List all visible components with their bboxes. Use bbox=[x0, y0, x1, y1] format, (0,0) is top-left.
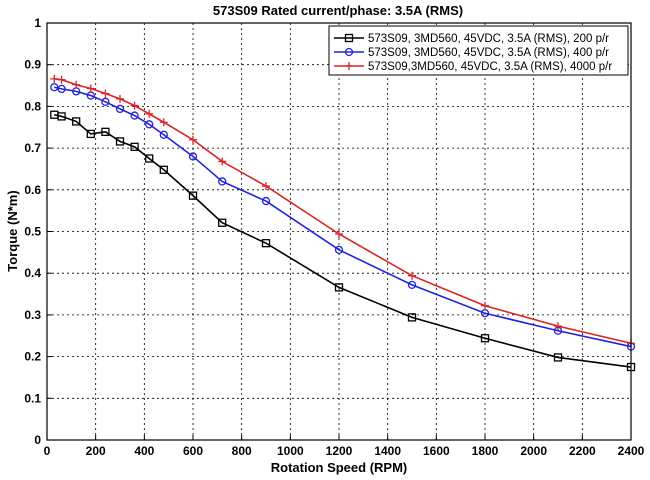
chart-title: 573S09 Rated current/phase: 3.5A (RMS) bbox=[213, 3, 463, 18]
legend-swatch-marker bbox=[344, 47, 354, 57]
series-1-point bbox=[57, 112, 66, 121]
series-1-point bbox=[480, 334, 490, 343]
series-3-point bbox=[335, 230, 343, 239]
x-tick-label: 2200 bbox=[569, 444, 596, 458]
x-tick-label: 1600 bbox=[423, 444, 450, 458]
series-1-point bbox=[115, 137, 125, 146]
series-3-point bbox=[189, 135, 197, 144]
series-1-point bbox=[86, 129, 95, 139]
legend: 573S09, 3MD560, 45VDC, 3.5A (RMS), 200 p… bbox=[328, 25, 629, 76]
series-1-point bbox=[261, 239, 271, 248]
x-tick-label: 0 bbox=[44, 444, 51, 458]
series-1-point bbox=[188, 191, 198, 200]
y-axis-label: Torque (N*m) bbox=[5, 190, 20, 271]
series-1-point bbox=[145, 154, 154, 163]
x-tick-label: 2000 bbox=[520, 444, 547, 458]
series-2-point bbox=[407, 280, 417, 290]
series-2-point bbox=[334, 245, 344, 254]
series-2-point bbox=[57, 84, 66, 94]
y-tick-label: 0.8 bbox=[24, 99, 41, 113]
x-tick-label: 2400 bbox=[618, 444, 645, 458]
y-tick-label: 0.1 bbox=[24, 391, 41, 405]
series-3-point bbox=[262, 182, 270, 191]
y-tick-label: 0 bbox=[34, 433, 41, 447]
series-1-point bbox=[72, 117, 81, 126]
series-2-point bbox=[261, 196, 271, 206]
series-3-point bbox=[159, 118, 168, 127]
series-2-point bbox=[145, 120, 154, 129]
legend-entry-1: 573S09, 3MD560, 45VDC, 3.5A (RMS), 200 p… bbox=[334, 33, 609, 45]
series-layer bbox=[50, 74, 636, 372]
x-tick-label: 1800 bbox=[472, 444, 499, 458]
legend-box bbox=[328, 25, 629, 76]
series-3-point bbox=[57, 75, 66, 84]
series-2-point bbox=[159, 130, 168, 139]
series-2-line bbox=[54, 86, 632, 348]
x-tick-label: 1400 bbox=[374, 444, 401, 458]
series-2-point bbox=[218, 177, 227, 186]
x-tick-label: 400 bbox=[134, 444, 154, 458]
x-tick-label: 1000 bbox=[277, 444, 304, 458]
series-3-point bbox=[101, 89, 110, 98]
series-1-point bbox=[159, 165, 168, 174]
series-2-point bbox=[115, 104, 125, 114]
y-tick-label: 0.5 bbox=[24, 225, 41, 239]
series-1-point bbox=[407, 313, 417, 322]
x-tick-label: 200 bbox=[86, 444, 106, 458]
series-1-point bbox=[553, 353, 563, 362]
series-2 bbox=[50, 83, 636, 351]
legend-swatch-marker bbox=[345, 62, 353, 70]
x-tick-label: 600 bbox=[183, 444, 203, 458]
legend-entry-3: 573S09,3MD560, 45VDC, 3.5A (RMS), 4000 p… bbox=[334, 61, 612, 73]
series-3-point bbox=[72, 80, 81, 89]
y-tick-label: 0.4 bbox=[24, 266, 41, 280]
series-3-point bbox=[86, 84, 95, 93]
x-axis-label: Rotation Speed (RPM) bbox=[271, 460, 408, 475]
series-2-point bbox=[188, 152, 198, 161]
series-3-point bbox=[145, 109, 154, 118]
y-tick-label: 0.7 bbox=[24, 141, 41, 155]
series-3-point bbox=[408, 271, 416, 280]
series-1 bbox=[50, 110, 636, 372]
y-tick-label: 0.9 bbox=[24, 58, 41, 72]
series-2-point bbox=[101, 97, 110, 106]
series-3-point bbox=[116, 94, 124, 103]
series-1-line bbox=[54, 113, 632, 368]
x-axis-ticks: 0 200 400 600 800 1000 1200 1400 1600 1800 2000 220… bbox=[44, 435, 645, 458]
y-tick-label: 1 bbox=[34, 16, 41, 30]
series-1-point bbox=[218, 218, 227, 227]
y-tick-label: 0.3 bbox=[24, 308, 41, 322]
series-3-point bbox=[218, 157, 227, 166]
series-3-point bbox=[130, 101, 139, 110]
series-1-point bbox=[334, 283, 344, 292]
x-tick-label: 1200 bbox=[326, 444, 353, 458]
series-1-point bbox=[130, 142, 139, 151]
series-2-point bbox=[480, 309, 490, 318]
series-3-point bbox=[481, 301, 489, 310]
legend-swatch-marker bbox=[344, 33, 354, 43]
y-tick-label: 0.6 bbox=[24, 183, 41, 197]
legend-label: 573S09, 3MD560, 45VDC, 3.5A (RMS), 200 p… bbox=[368, 33, 609, 45]
legend-entry-2: 573S09, 3MD560, 45VDC, 3.5A (RMS), 400 p… bbox=[334, 47, 609, 59]
y-axis-ticks: 0 0.1 0.2 0.3 0.4 0.5 0.6 0.7 0.8 0.9 1 bbox=[24, 16, 52, 447]
y-tick-label: 0.2 bbox=[24, 350, 41, 364]
series-3 bbox=[50, 74, 635, 348]
series-3-point bbox=[554, 322, 562, 331]
legend-label: 573S09,3MD560, 45VDC, 3.5A (RMS), 4000 p… bbox=[368, 61, 612, 73]
series-2-point bbox=[130, 111, 139, 120]
series-1-point bbox=[101, 127, 110, 136]
series-3-point bbox=[50, 74, 59, 83]
x-tick-label: 800 bbox=[232, 444, 252, 458]
legend-label: 573S09, 3MD560, 45VDC, 3.5A (RMS), 400 p… bbox=[368, 47, 609, 59]
